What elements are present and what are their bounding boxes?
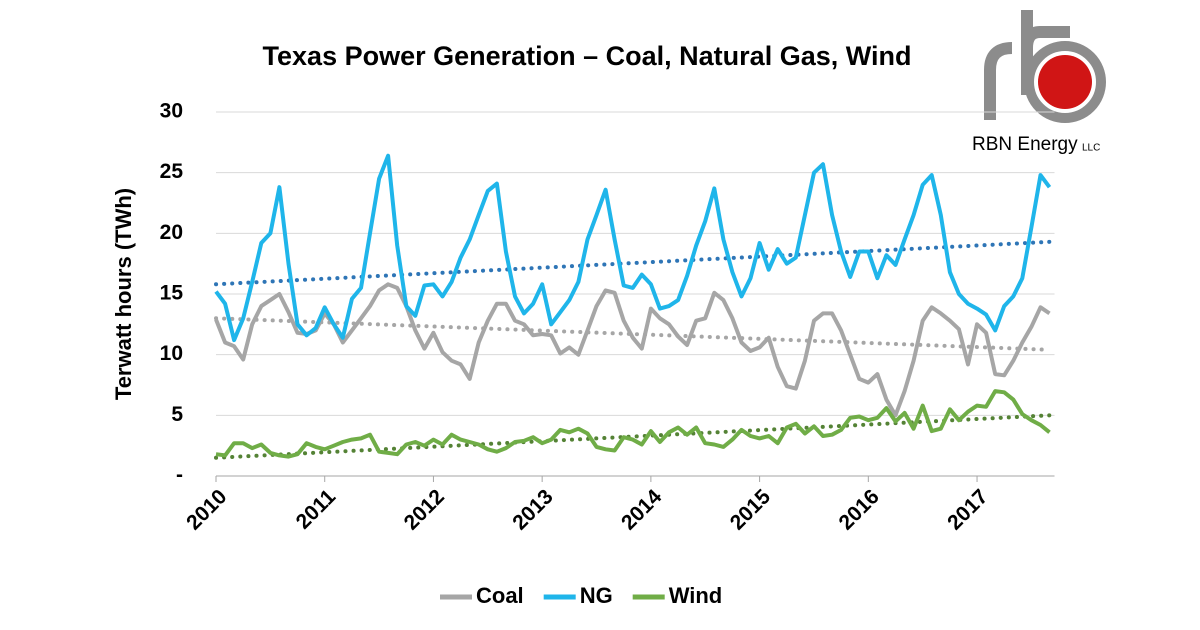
series-line xyxy=(215,389,1051,459)
y-tick-label: 20 xyxy=(160,221,183,244)
trend-line xyxy=(214,413,1052,460)
logo-name: RBN Energy xyxy=(972,134,1078,155)
y-axis-label: Terwatt hours (TWh) xyxy=(111,188,136,400)
x-tick-label: 2017 xyxy=(943,485,992,534)
x-tick-label: 2014 xyxy=(617,485,667,535)
series-line xyxy=(214,282,1051,418)
legend-label: NG xyxy=(580,583,613,608)
chart-title: Texas Power Generation – Coal, Natural G… xyxy=(263,41,912,71)
legend-label: Wind xyxy=(669,583,723,608)
x-tick-label: 2015 xyxy=(726,485,776,535)
y-tick-label: 15 xyxy=(160,282,184,305)
logo-ball xyxy=(1038,55,1092,109)
y-tick-label: - xyxy=(176,464,183,487)
legend-label: Coal xyxy=(476,583,524,608)
y-tick-label: 5 xyxy=(171,403,183,426)
x-tick-label: 2010 xyxy=(182,485,231,534)
x-tick-label: 2013 xyxy=(508,485,557,534)
logo-suffix: LLC xyxy=(1082,143,1100,154)
x-tick-label: 2016 xyxy=(834,485,883,534)
y-tick-label: 10 xyxy=(160,342,183,365)
y-tick-label: 30 xyxy=(160,100,183,123)
logo-arc xyxy=(984,42,1013,120)
logo: RBN Energy LLC xyxy=(972,10,1106,155)
x-tick-label: 2011 xyxy=(292,485,341,534)
logo-ring xyxy=(1024,41,1106,123)
series-line xyxy=(214,153,1052,343)
y-tick-label: 25 xyxy=(160,160,184,183)
x-tick-label: 2012 xyxy=(400,485,449,534)
trend-line xyxy=(214,239,1052,287)
